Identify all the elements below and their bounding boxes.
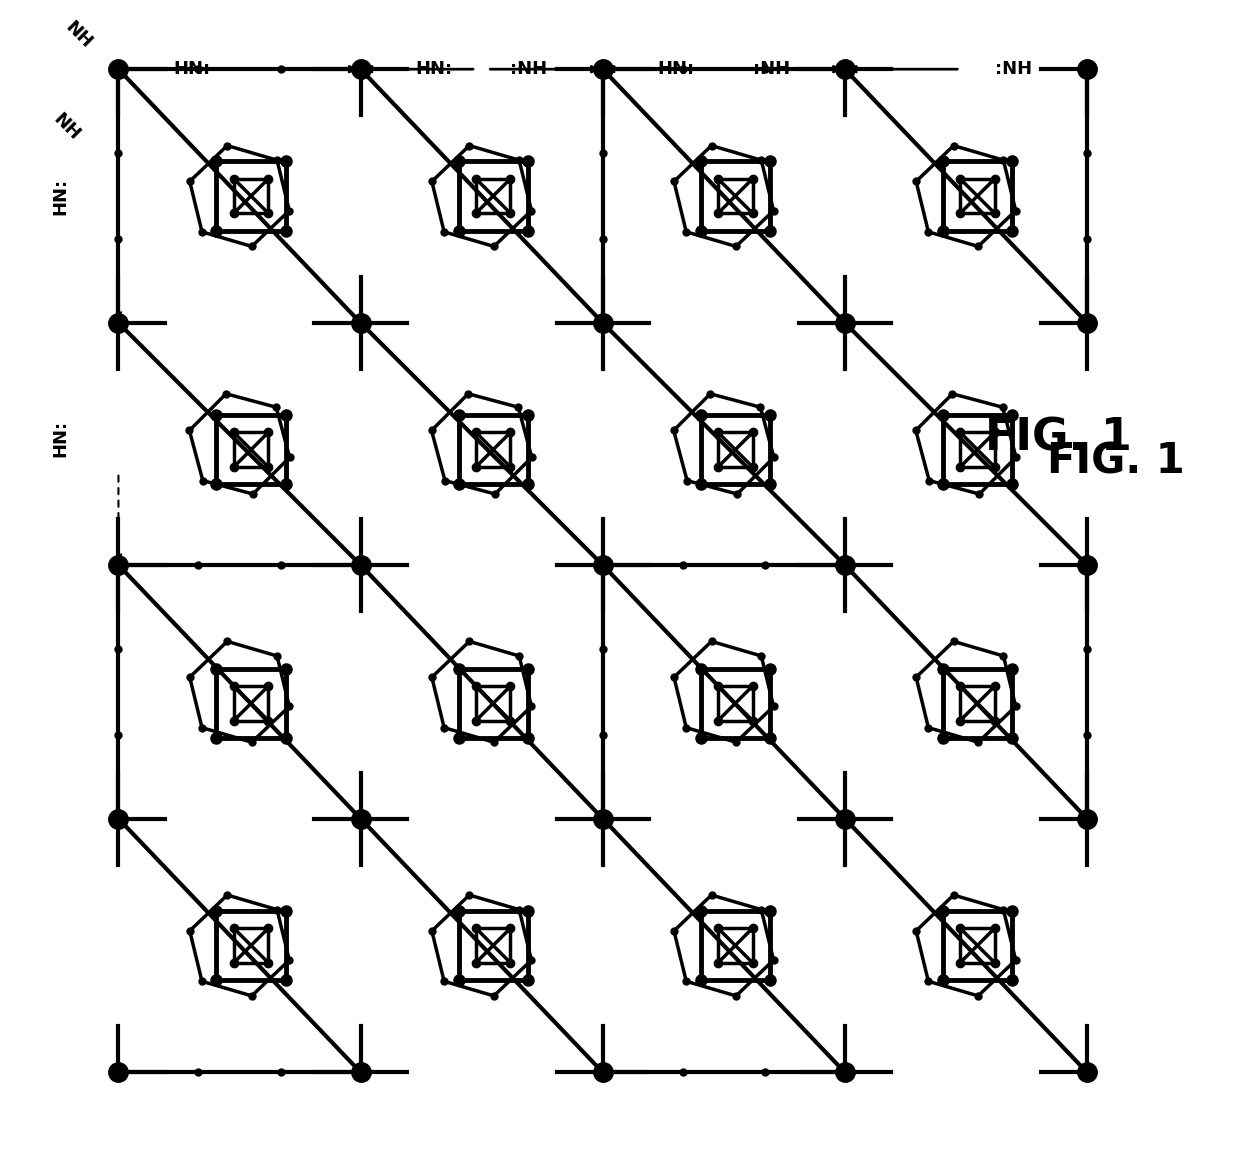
Text: NH: NH	[61, 17, 95, 52]
Text: :NH: :NH	[994, 60, 1032, 78]
Text: NH: NH	[50, 110, 83, 144]
Text: FIG. 1: FIG. 1	[985, 416, 1132, 460]
Text: FIG. 1: FIG. 1	[1047, 440, 1184, 482]
Text: HN:: HN:	[52, 420, 69, 457]
Text: :NH: :NH	[511, 60, 548, 78]
Text: HN:: HN:	[415, 60, 453, 78]
Text: :NH: :NH	[753, 60, 790, 78]
Text: HN:: HN:	[174, 60, 211, 78]
Text: HN:: HN:	[657, 60, 694, 78]
Text: HN:: HN:	[52, 178, 69, 214]
